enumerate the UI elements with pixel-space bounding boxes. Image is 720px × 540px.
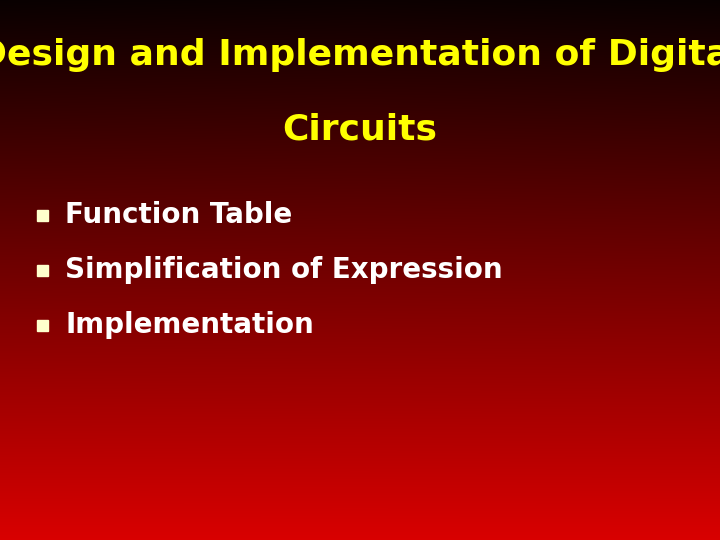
Bar bbox=[37, 320, 48, 330]
Bar bbox=[37, 210, 48, 220]
Text: Simplification of Expression: Simplification of Expression bbox=[65, 256, 503, 284]
Bar bbox=[37, 265, 48, 275]
Text: Implementation: Implementation bbox=[65, 311, 314, 339]
Text: Function Table: Function Table bbox=[65, 201, 292, 229]
Text: Design and Implementation of Digital: Design and Implementation of Digital bbox=[0, 38, 720, 72]
Text: Circuits: Circuits bbox=[282, 113, 438, 147]
